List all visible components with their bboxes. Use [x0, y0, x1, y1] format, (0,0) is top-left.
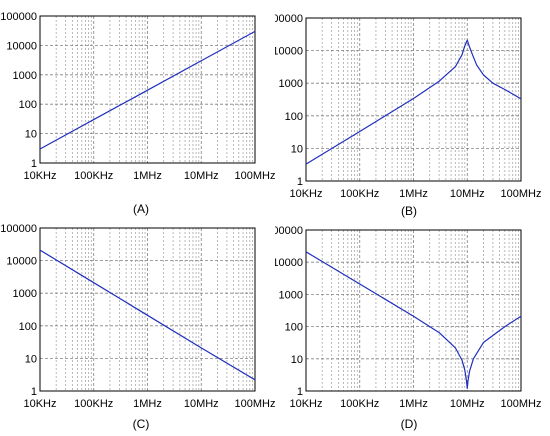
y-tick-label: 1: [297, 176, 303, 188]
y-tick-label: 100000: [0, 11, 37, 23]
x-tick-label: 10MHz: [184, 398, 219, 410]
y-tick-label: 100: [19, 99, 37, 111]
y-tick-label: 10000: [6, 40, 37, 52]
chart-d-svg: 1 10 100 1000 10000 100000 10KHz 100KHz 1MHz 10MH…: [275, 225, 542, 410]
y-tick-label: 1: [31, 386, 37, 398]
chart-c-caption: (C): [132, 417, 150, 431]
y-tick-label: 1000: [279, 78, 303, 90]
chart-panel-c: 1 10 100 1000 10000 100000 10KHz 100KHz 1MHz 10MH…: [0, 218, 275, 436]
y-tick-label: 1: [297, 386, 303, 398]
x-tick-label: 10MHz: [450, 398, 485, 410]
x-tick-label: 10KHz: [23, 398, 56, 410]
y-tick-label: 1000: [279, 289, 303, 301]
x-tick-label: 100MHz: [235, 398, 275, 410]
y-tick-label: 1000: [13, 288, 37, 300]
chart-a-svg: 1 10 100 1000 10000 100000 10KHz 100KHz 1MHz 10MH…: [0, 11, 275, 182]
x-tick-label: 1MHz: [399, 398, 428, 410]
x-tick-label: 100KHz: [74, 170, 113, 182]
y-tick-label: 10: [25, 129, 37, 141]
series-line: [39, 249, 256, 381]
plot-frame: [39, 227, 256, 392]
plot-frame: [305, 17, 522, 182]
chart-b-svg: 1 10 100 1000 10000 100000 10KHz 100KHz 1MHz 10MH…: [275, 13, 542, 200]
x-tick-label: 100MHz: [235, 170, 275, 182]
x-tick-label: 1MHz: [133, 398, 162, 410]
y-tick-label: 10000: [275, 257, 303, 269]
plot-frame: [305, 229, 522, 392]
y-tick-label: 100000: [275, 13, 303, 25]
y-tick-label: 10000: [275, 46, 303, 58]
y-tick-label: 100: [285, 111, 303, 123]
x-tick-label: 100MHz: [501, 398, 542, 410]
chart-d-caption: (D): [400, 417, 418, 431]
series-line: [305, 251, 522, 390]
x-tick-label: 1MHz: [133, 170, 162, 182]
x-tick-label: 1MHz: [399, 188, 428, 200]
chart-panel-a: 1 10 100 1000 10000 100000 10KHz 100KHz 1MHz 10MH…: [0, 0, 275, 218]
series-line: [305, 39, 522, 165]
y-tick-label: 1000: [13, 70, 37, 82]
x-tick-label: 10MHz: [184, 170, 219, 182]
chart-a-caption: (A): [133, 202, 149, 216]
x-tick-label: 100KHz: [340, 398, 379, 410]
y-tick-label: 1: [31, 158, 37, 170]
y-tick-label: 10: [291, 143, 303, 155]
y-tick-label: 10000: [6, 256, 37, 268]
x-tick-label: 100KHz: [74, 398, 113, 410]
y-tick-label: 100000: [275, 225, 303, 237]
y-tick-label: 100000: [0, 223, 37, 235]
chart-panel-b: 1 10 100 1000 10000 100000 10KHz 100KHz 1MHz 10MH…: [275, 0, 550, 218]
y-tick-label: 100: [19, 321, 37, 333]
chart-b-caption: (B): [401, 204, 417, 218]
x-tick-label: 100KHz: [340, 188, 379, 200]
chart-panel-d: 1 10 100 1000 10000 100000 10KHz 100KHz 1MHz 10MH…: [275, 218, 550, 436]
y-tick-label: 10: [291, 354, 303, 366]
y-tick-label: 100: [285, 322, 303, 334]
x-tick-label: 10KHz: [23, 170, 56, 182]
x-tick-label: 10MHz: [450, 188, 485, 200]
chart-c-svg: 1 10 100 1000 10000 100000 10KHz 100KHz 1MHz 10MH…: [0, 223, 275, 410]
series-line: [39, 30, 256, 150]
y-tick-label: 10: [25, 353, 37, 365]
x-tick-label: 10KHz: [289, 188, 322, 200]
x-tick-label: 100MHz: [501, 188, 542, 200]
plot-frame: [39, 15, 256, 164]
x-tick-label: 10KHz: [289, 398, 322, 410]
